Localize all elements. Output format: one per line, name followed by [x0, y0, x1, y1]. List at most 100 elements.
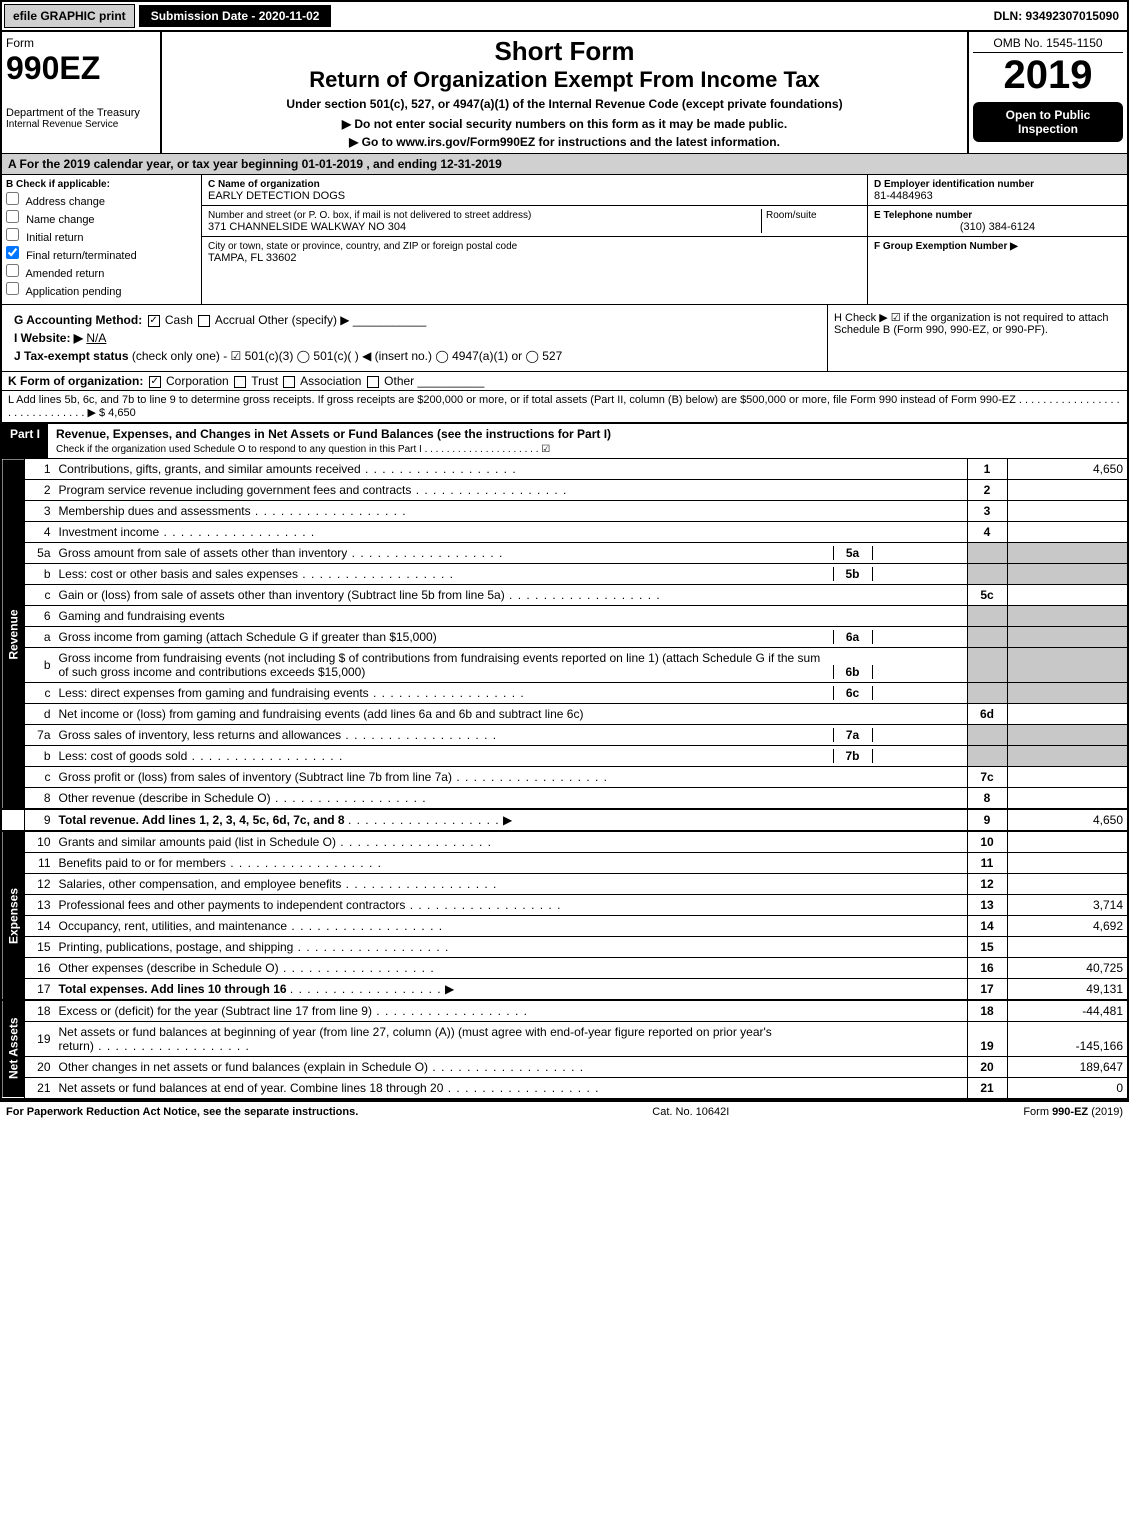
- line-val: [1007, 606, 1127, 627]
- tax-year-line: A For the 2019 calendar year, or tax yea…: [2, 153, 1127, 174]
- line-no: b: [25, 564, 55, 585]
- line-desc-wrap: Less: direct expenses from gaming and fu…: [55, 683, 968, 704]
- goto-link[interactable]: ▶ Go to www.irs.gov/Form990EZ for instru…: [170, 135, 959, 149]
- line-val: [1007, 874, 1127, 895]
- g-cash: Cash: [165, 313, 193, 327]
- line-val: [1007, 501, 1127, 522]
- mid-num: 5b: [833, 567, 873, 581]
- topbar-left: efile GRAPHIC print Submission Date - 20…: [2, 2, 333, 30]
- table-row: 16 Other expenses (describe in Schedule …: [2, 958, 1127, 979]
- k-trust: Trust: [251, 374, 278, 388]
- chk-accrual[interactable]: [198, 315, 210, 327]
- line-num: 5c: [967, 585, 1007, 606]
- line-val: 4,650: [1007, 459, 1127, 480]
- table-row: 19 Net assets or fund balances at beginn…: [2, 1022, 1127, 1057]
- chk-trust[interactable]: [234, 376, 246, 388]
- chk-assoc[interactable]: [283, 376, 295, 388]
- line-desc: Gaming and fundraising events: [55, 606, 968, 627]
- line-desc-wrap: Less: cost or other basis and sales expe…: [55, 564, 968, 585]
- section-def: D Employer identification number 81-4484…: [867, 175, 1127, 304]
- line-num: 15: [967, 937, 1007, 958]
- line-num: [967, 564, 1007, 585]
- line-desc: Net assets or fund balances at end of ye…: [55, 1078, 968, 1099]
- chk-final-return[interactable]: Final return/terminated: [6, 246, 197, 262]
- line-num: [967, 606, 1007, 627]
- line-num: 7c: [967, 767, 1007, 788]
- line-val: [1007, 627, 1127, 648]
- phone-cell: E Telephone number (310) 384-6124: [868, 206, 1127, 237]
- line-no: 2: [25, 480, 55, 501]
- ein-value: 81-4484963: [874, 190, 933, 202]
- line-num: [967, 627, 1007, 648]
- l-value: 4,650: [108, 407, 136, 419]
- line-num: 2: [967, 480, 1007, 501]
- part-i-header: Part I Revenue, Expenses, and Changes in…: [2, 422, 1127, 458]
- table-row: 17 Total expenses. Add lines 10 through …: [2, 979, 1127, 1001]
- mid-num: 7a: [833, 728, 873, 742]
- line-val: [1007, 746, 1127, 767]
- table-row: 8 Other revenue (describe in Schedule O)…: [2, 788, 1127, 810]
- table-row: b Less: cost or other basis and sales ex…: [2, 564, 1127, 585]
- org-name-cell: C Name of organization EARLY DETECTION D…: [202, 175, 867, 206]
- line-no: 16: [25, 958, 55, 979]
- line-val: 3,714: [1007, 895, 1127, 916]
- table-row: 7a Gross sales of inventory, less return…: [2, 725, 1127, 746]
- tax-year: 2019: [973, 53, 1123, 98]
- line-num: 18: [967, 1000, 1007, 1022]
- line-val: [1007, 480, 1127, 501]
- line-num: 17: [967, 979, 1007, 1001]
- table-row: 6 Gaming and fundraising events: [2, 606, 1127, 627]
- line-desc: Grants and similar amounts paid (list in…: [55, 831, 968, 853]
- entity-block: B Check if applicable: Address change Na…: [2, 174, 1127, 304]
- table-row: Expenses 10 Grants and similar amounts p…: [2, 831, 1127, 853]
- city: TAMPA, FL 33602: [208, 252, 296, 264]
- line-no: b: [25, 648, 55, 683]
- chk-name-change[interactable]: Name change: [6, 210, 197, 226]
- g-label: G Accounting Method:: [14, 313, 142, 327]
- line-num: 1: [967, 459, 1007, 480]
- chk-corp[interactable]: ✓: [149, 376, 161, 388]
- arrow-icon: ▶: [445, 982, 454, 996]
- line-desc: Gross profit or (loss) from sales of inv…: [55, 767, 968, 788]
- chk-label: Initial return: [26, 232, 83, 244]
- line-desc: Gross sales of inventory, less returns a…: [59, 728, 833, 742]
- section-g: G Accounting Method: ✓ Cash Accrual Othe…: [8, 311, 821, 329]
- chk-address-change[interactable]: Address change: [6, 192, 197, 208]
- line-num: [967, 746, 1007, 767]
- chk-initial-return[interactable]: Initial return: [6, 228, 197, 244]
- line-desc: Excess or (deficit) for the year (Subtra…: [55, 1000, 968, 1022]
- table-row: 2 Program service revenue including gove…: [2, 480, 1127, 501]
- section-b-label: B Check if applicable:: [6, 179, 197, 190]
- line-val: [1007, 853, 1127, 874]
- street-cell: Number and street (or P. O. box, if mail…: [202, 206, 867, 237]
- print-button[interactable]: efile GRAPHIC print: [4, 4, 135, 28]
- ein-label: D Employer identification number: [874, 179, 1034, 190]
- line-num: 16: [967, 958, 1007, 979]
- chk-application-pending[interactable]: Application pending: [6, 282, 197, 298]
- line-val: [1007, 585, 1127, 606]
- street: 371 CHANNELSIDE WALKWAY NO 304: [208, 221, 406, 233]
- table-row: 12 Salaries, other compensation, and emp…: [2, 874, 1127, 895]
- line-val: -145,166: [1007, 1022, 1127, 1057]
- line-val: [1007, 831, 1127, 853]
- section-j: J Tax-exempt status (check only one) - ☑…: [8, 347, 821, 365]
- street-label: Number and street (or P. O. box, if mail…: [208, 210, 531, 221]
- chk-cash[interactable]: ✓: [148, 315, 160, 327]
- footer-right: Form 990-EZ (2019): [1023, 1106, 1123, 1118]
- table-row: 15 Printing, publications, postage, and …: [2, 937, 1127, 958]
- line-num: 11: [967, 853, 1007, 874]
- line-desc: Total expenses. Add lines 10 through 16: [59, 982, 287, 996]
- section-i: I Website: ▶ N/A: [8, 329, 821, 347]
- city-cell: City or town, state or province, country…: [202, 237, 867, 267]
- line-val: 0: [1007, 1078, 1127, 1099]
- line-no: 5a: [25, 543, 55, 564]
- chk-amended-return[interactable]: Amended return: [6, 264, 197, 280]
- line-no: 9: [25, 809, 55, 831]
- section-h: H Check ▶ ☑ if the organization is not r…: [827, 305, 1127, 371]
- line-no: 10: [25, 831, 55, 853]
- department: Department of the Treasury: [6, 107, 156, 119]
- line-desc: Gain or (loss) from sale of assets other…: [55, 585, 968, 606]
- j-detail: (check only one) - ☑ 501(c)(3) ◯ 501(c)(…: [132, 349, 562, 363]
- chk-other[interactable]: [367, 376, 379, 388]
- line-val: [1007, 648, 1127, 683]
